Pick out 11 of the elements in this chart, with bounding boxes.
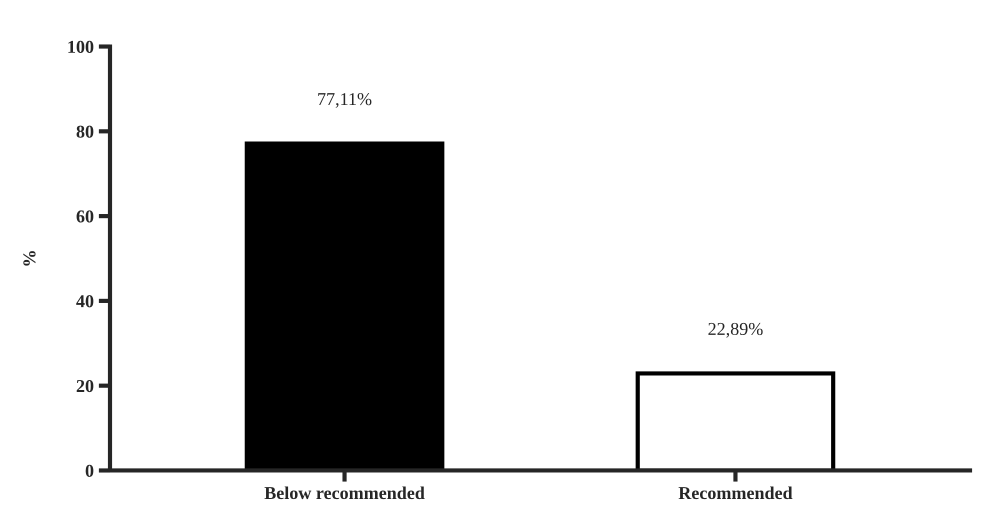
x-tick-label: Below recommended bbox=[264, 486, 425, 500]
y-tick-label: 100 bbox=[68, 40, 94, 53]
y-axis-title: % bbox=[23, 251, 36, 266]
y-tick-label: 40 bbox=[76, 295, 94, 308]
y-tick-label: 20 bbox=[76, 380, 94, 392]
data-label: 22,89% bbox=[708, 322, 763, 338]
y-tick-label: 60 bbox=[76, 210, 94, 223]
y-tick-label: 80 bbox=[76, 126, 94, 138]
data-label: 77,11% bbox=[318, 92, 372, 108]
x-tick-label: Recommended bbox=[678, 486, 792, 500]
y-tick-label: 0 bbox=[86, 464, 94, 477]
